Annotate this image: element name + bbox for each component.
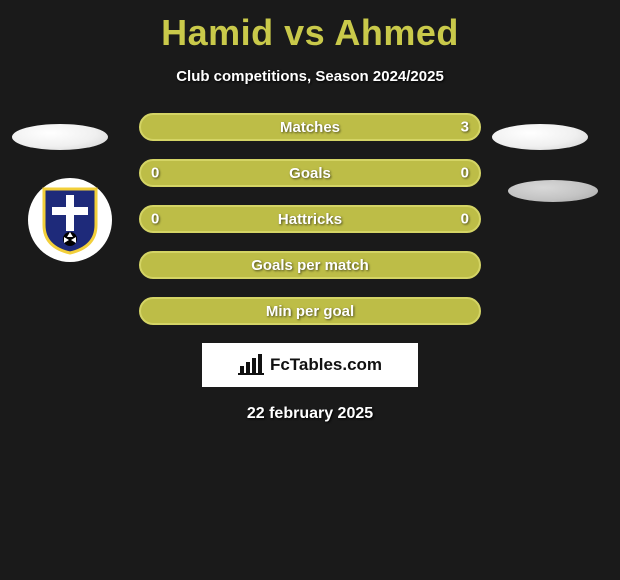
page-subtitle: Club competitions, Season 2024/2025 (0, 68, 620, 85)
shield-icon (40, 185, 100, 255)
stat-label: Goals per match (251, 257, 369, 274)
snapshot-date: 22 february 2025 (0, 405, 620, 423)
stat-label: Goals (289, 165, 331, 182)
stat-row-goals: 0 Goals 0 (139, 159, 481, 187)
stat-left-value: 0 (151, 165, 159, 182)
stat-label: Min per goal (266, 303, 354, 320)
bar-chart-icon (238, 354, 264, 376)
player-left-avatar-placeholder (12, 124, 108, 150)
stat-label: Hattricks (278, 211, 342, 228)
stat-left-value: 0 (151, 211, 159, 228)
club-left-badge (28, 178, 112, 262)
club-right-badge-placeholder (508, 180, 598, 202)
player-right-avatar-placeholder (492, 124, 588, 150)
stat-right-value: 0 (461, 165, 469, 182)
brand-name: FcTables.com (270, 355, 382, 375)
brand-badge[interactable]: FcTables.com (202, 343, 418, 387)
stat-row-min-per-goal: Min per goal (139, 297, 481, 325)
stat-right-value: 0 (461, 211, 469, 228)
stat-row-hattricks: 0 Hattricks 0 (139, 205, 481, 233)
page-title: Hamid vs Ahmed (0, 0, 620, 54)
stat-row-goals-per-match: Goals per match (139, 251, 481, 279)
stat-label: Matches (280, 119, 340, 136)
stat-right-value: 3 (461, 119, 469, 136)
stat-row-matches: Matches 3 (139, 113, 481, 141)
